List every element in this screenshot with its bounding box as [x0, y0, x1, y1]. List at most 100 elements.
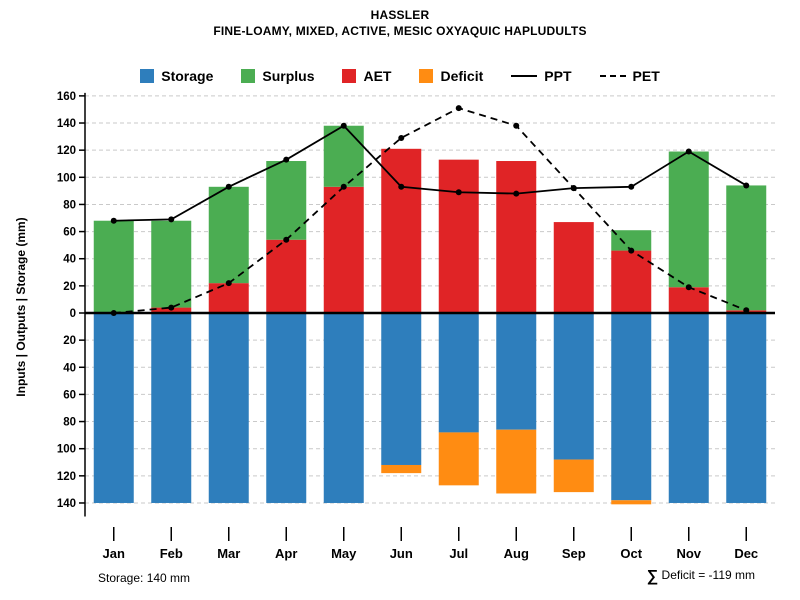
- y-tick-label: 140: [57, 498, 76, 510]
- marker-pet-jan: [110, 310, 117, 316]
- legend-swatch-aet: [342, 69, 357, 83]
- marker-ppt-mar: [225, 183, 232, 190]
- marker-ppt-jul: [455, 189, 462, 196]
- x-label-mar: Mar: [217, 546, 240, 561]
- legend-item-pet: PET: [599, 68, 660, 84]
- y-tick-label: 20: [63, 335, 76, 347]
- bar-aet-mar: [208, 283, 249, 313]
- deficit-note-text: Deficit = -119 mm: [658, 568, 755, 582]
- chart-subtitle: FINE-LOAMY, MIXED, ACTIVE, MESIC OXYAQUI…: [213, 24, 587, 38]
- storage-note: Storage: 140 mm: [98, 571, 191, 585]
- legend-label-aet: AET: [363, 68, 392, 84]
- legend-item-ppt: PPT: [511, 68, 572, 84]
- x-label-apr: Apr: [275, 546, 297, 561]
- legend-swatch-deficit: [419, 69, 434, 83]
- x-label-jun: Jun: [390, 546, 413, 561]
- bar-surplus-feb: [151, 220, 192, 308]
- bar-surplus-oct: [611, 230, 652, 251]
- marker-ppt-jun: [398, 183, 405, 190]
- bar-deficit-oct: [611, 500, 652, 505]
- y-tick-label: 140: [57, 118, 76, 130]
- x-label-aug: Aug: [504, 546, 529, 561]
- legend-swatch-storage: [140, 69, 155, 83]
- bar-storage-oct: [611, 313, 652, 501]
- bar-storage-sep: [553, 313, 594, 460]
- legend-label-deficit: Deficit: [440, 68, 484, 84]
- x-label-dec: Dec: [734, 546, 758, 561]
- legend-label-surplus: Surplus: [262, 68, 315, 84]
- x-label-may: May: [331, 546, 357, 561]
- marker-ppt-dec: [743, 182, 750, 189]
- marker-pet-jul: [455, 105, 462, 112]
- marker-pet-feb: [168, 304, 175, 311]
- bar-surplus-nov: [668, 151, 709, 288]
- bar-storage-nov: [668, 313, 709, 503]
- y-tick-label: 100: [57, 172, 76, 184]
- legend-label-storage: Storage: [161, 68, 214, 84]
- y-tick-label: 120: [57, 471, 76, 483]
- line-pet: [113, 107, 747, 314]
- marker-pet-oct: [628, 247, 635, 254]
- bar-aet-aug: [496, 161, 537, 313]
- marker-ppt-oct: [628, 183, 635, 190]
- y-tick-label: 120: [57, 145, 76, 157]
- bar-storage-jan: [93, 313, 134, 503]
- legend-item-storage: Storage: [140, 68, 213, 84]
- y-tick-label: 160: [57, 91, 76, 103]
- bar-storage-jun: [381, 313, 422, 465]
- y-tick-label: 100: [57, 444, 76, 456]
- y-tick-label: 80: [63, 199, 76, 211]
- x-label-feb: Feb: [160, 546, 183, 561]
- marker-ppt-jan: [110, 217, 117, 224]
- bar-deficit-aug: [496, 429, 537, 494]
- y-tick-label: 60: [63, 389, 76, 401]
- legend-item-surplus: Surplus: [241, 68, 314, 84]
- x-label-jul: Jul: [449, 546, 468, 561]
- legend-swatch-surplus: [241, 69, 256, 83]
- bar-deficit-jul: [438, 432, 479, 486]
- x-label-sep: Sep: [562, 546, 586, 561]
- marker-ppt-may: [340, 122, 347, 129]
- bar-surplus-may: [323, 125, 364, 187]
- x-label-nov: Nov: [676, 546, 701, 561]
- legend-label-pet: PET: [632, 68, 660, 84]
- bar-aet-apr: [266, 239, 307, 313]
- marker-ppt-feb: [168, 216, 175, 223]
- y-tick-label: 60: [63, 227, 76, 239]
- bar-surplus-jan: [93, 220, 134, 313]
- y-tick-label: 0: [70, 308, 76, 320]
- chart-title: HASSLER: [370, 8, 430, 22]
- marker-pet-nov: [685, 284, 692, 291]
- y-axis-label: Inputs | Outputs | Storage (mm): [14, 217, 28, 397]
- bar-storage-dec: [726, 313, 767, 503]
- marker-pet-sep: [570, 185, 577, 192]
- x-label-jan: Jan: [103, 546, 125, 561]
- bar-storage-aug: [496, 313, 537, 430]
- bar-aet-jul: [438, 159, 479, 313]
- bar-surplus-dec: [726, 185, 767, 311]
- y-tick-label: 40: [63, 362, 76, 374]
- y-tick-label: 20: [63, 281, 76, 293]
- legend-item-aet: AET: [342, 68, 391, 84]
- bar-aet-may: [323, 186, 364, 313]
- bar-deficit-jun: [381, 464, 422, 474]
- bar-storage-may: [323, 313, 364, 503]
- marker-ppt-apr: [283, 156, 290, 163]
- sum-symbol: ∑: [646, 568, 659, 585]
- marker-pet-mar: [225, 280, 232, 287]
- marker-pet-apr: [283, 236, 290, 243]
- deficit-note: ∑ Deficit = -119 mm: [647, 568, 755, 586]
- y-tick-label: 40: [63, 254, 76, 266]
- bar-aet-oct: [611, 250, 652, 313]
- marker-pet-jun: [398, 134, 405, 141]
- legend-item-deficit: Deficit: [419, 68, 483, 84]
- bar-storage-apr: [266, 313, 307, 503]
- bar-deficit-sep: [553, 459, 594, 493]
- bar-aet-sep: [553, 222, 594, 313]
- bar-storage-jul: [438, 313, 479, 433]
- bar-storage-mar: [208, 313, 249, 503]
- y-tick-label: 80: [63, 417, 76, 429]
- x-label-oct: Oct: [620, 546, 642, 561]
